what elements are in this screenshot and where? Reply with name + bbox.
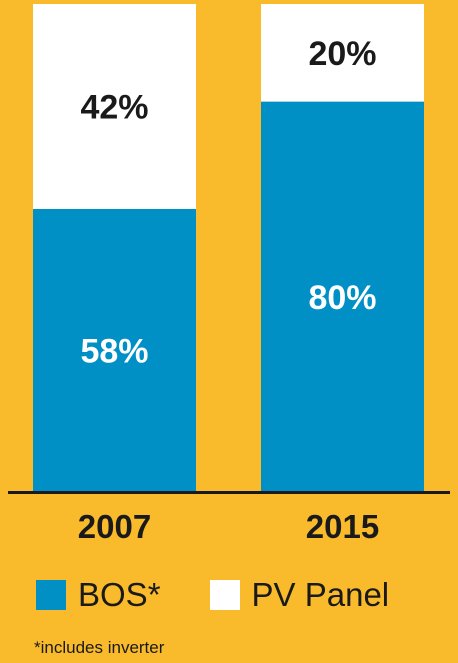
legend-swatch-pv-panel xyxy=(209,580,240,610)
legend-swatch-bos xyxy=(36,580,66,610)
legend-item-bos: BOS* xyxy=(36,576,161,614)
data-label-pv-panel-2007: 42% xyxy=(80,88,148,126)
data-label-bos-2007: 58% xyxy=(80,332,148,370)
bar-bos-2015 xyxy=(261,101,424,492)
footnote: *includes inverter xyxy=(34,638,165,657)
legend: BOS* PV Panel xyxy=(36,576,389,614)
bar-pv-panel-2015 xyxy=(261,4,424,102)
x-tick-label-2007: 2007 xyxy=(78,508,151,545)
x-tick-label-2015: 2015 xyxy=(306,508,379,545)
bar-pv-panel-2007 xyxy=(33,4,196,209)
legend-label-pv-panel: PV Panel xyxy=(251,576,390,613)
legend-item-pv-panel: PV Panel xyxy=(209,576,390,614)
data-label-bos-2015: 80% xyxy=(308,279,376,317)
data-label-pv-panel-2015: 20% xyxy=(308,35,376,73)
legend-label-bos: BOS* xyxy=(78,576,161,613)
bar-bos-2007 xyxy=(33,208,196,492)
x-axis-line xyxy=(8,491,450,494)
